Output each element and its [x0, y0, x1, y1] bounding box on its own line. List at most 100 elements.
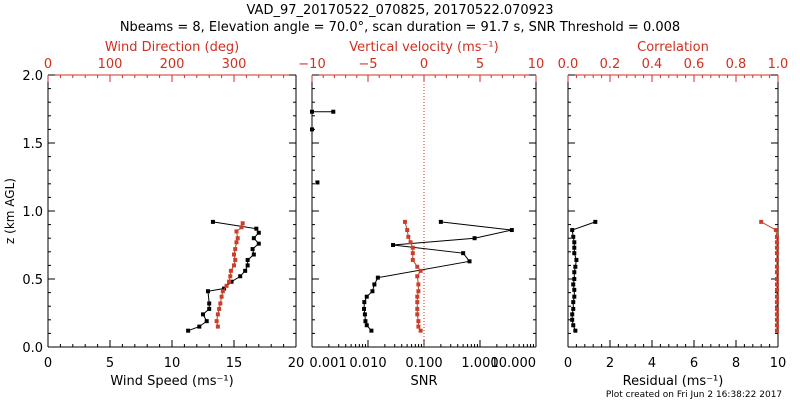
x-tick-label: 0.001 [309, 356, 346, 371]
data-point [416, 324, 421, 329]
series-1 [310, 109, 336, 114]
data-point [362, 300, 367, 305]
data-point [410, 245, 415, 250]
data-point [331, 109, 336, 114]
data-point [405, 228, 410, 233]
data-point [214, 319, 219, 324]
data-point [774, 328, 779, 333]
data-point [570, 317, 575, 322]
series-1 [759, 219, 779, 333]
x-tick-label: 6 [690, 356, 698, 371]
data-point [418, 328, 423, 333]
x-top-axis-label: Wind Direction (deg) [105, 40, 239, 55]
data-point [406, 234, 411, 239]
data-point [363, 319, 368, 324]
series-2 [310, 127, 314, 132]
data-point [201, 312, 205, 317]
data-point [774, 294, 779, 299]
data-point [572, 251, 577, 256]
data-point [461, 251, 466, 256]
data-point [572, 287, 577, 292]
x-axis-label: Wind Speed (ms⁻¹) [110, 374, 233, 389]
series-0 [570, 219, 598, 333]
data-point [197, 324, 202, 329]
data-point [229, 279, 234, 284]
series-1 [214, 221, 245, 329]
data-point [416, 282, 421, 287]
data-point [233, 257, 238, 262]
data-point [251, 236, 256, 241]
x-tick-label: 15 [226, 356, 243, 371]
data-point [572, 245, 577, 250]
x-tick-label: 2 [606, 356, 614, 371]
data-point [207, 301, 212, 306]
data-point [215, 324, 220, 329]
x-tick-label: 0.010 [349, 356, 386, 371]
x-axis-label: SNR [410, 374, 437, 389]
data-point [572, 270, 577, 275]
data-point [402, 219, 407, 224]
data-point [254, 226, 259, 231]
x-top-axis-label: Vertical velocity (ms⁻¹) [349, 40, 498, 55]
y-tick-label: 1.5 [22, 137, 43, 152]
x-top-tick-label: 0 [44, 57, 52, 72]
y-tick-label: 1.0 [22, 205, 43, 220]
data-point [415, 312, 420, 317]
data-point [410, 251, 415, 256]
data-point [205, 289, 210, 294]
data-point [315, 180, 320, 185]
series-0 [362, 219, 514, 333]
x-axis-label: Residual (ms⁻¹) [623, 374, 724, 389]
data-point [364, 294, 369, 299]
series-line [571, 221, 596, 331]
series-3 [315, 180, 320, 185]
y-axis-label: z (km AGL) [3, 178, 17, 244]
x-tick-label: 20 [288, 356, 305, 371]
x-top-tick-label: 300 [222, 57, 247, 72]
data-point [238, 274, 243, 279]
series-0 [186, 219, 261, 333]
data-point [774, 257, 779, 262]
data-point [774, 323, 779, 328]
data-point [571, 306, 576, 311]
data-point [228, 274, 233, 279]
x-top-tick-label: 200 [160, 57, 185, 72]
data-point [415, 274, 420, 279]
data-point [416, 319, 421, 324]
y-tick-label: 0.5 [22, 273, 43, 288]
data-point [251, 252, 256, 257]
data-point [774, 240, 779, 245]
data-point [232, 252, 236, 257]
data-point [362, 306, 367, 311]
x-top-tick-label: 0 [420, 57, 428, 72]
x-tick-label: 0 [44, 356, 52, 371]
data-point [310, 109, 314, 114]
series-4 [402, 219, 423, 333]
data-point [204, 319, 209, 324]
data-point [210, 219, 215, 224]
panel-residual: 0 2 4 6 8 10 Residual (ms⁻¹) 0.0 0.2 0.4 0.6 0.8 1.0… [558, 40, 789, 389]
data-point [572, 240, 577, 245]
data-point [186, 328, 191, 333]
panel-wind: 0.0 0.5 1.0 1.5 2.0 z (km AGL) 0 5 10 15 20 Wind Sp… [3, 40, 304, 389]
data-point [234, 240, 239, 245]
x-tick-label: 10 [164, 356, 181, 371]
data-point [572, 294, 577, 299]
data-point [217, 306, 222, 311]
plot-subtitle: Nbeams = 8, Elevation angle = 70.0°, sca… [120, 20, 680, 35]
data-point [574, 257, 579, 262]
x-top-tick-label: 100 [98, 57, 123, 72]
x-tick-label: 5 [106, 356, 114, 371]
data-point [438, 219, 443, 224]
x-tick-label: 10.000 [491, 356, 537, 371]
data-point [472, 236, 477, 241]
data-point [227, 279, 232, 284]
data-point [391, 243, 396, 247]
data-point [774, 306, 779, 311]
x-top-tick-label: 0.4 [642, 57, 663, 72]
data-point [235, 236, 240, 241]
x-top-tick-label: 1.0 [768, 57, 789, 72]
data-point [408, 240, 413, 245]
data-point [571, 282, 576, 287]
